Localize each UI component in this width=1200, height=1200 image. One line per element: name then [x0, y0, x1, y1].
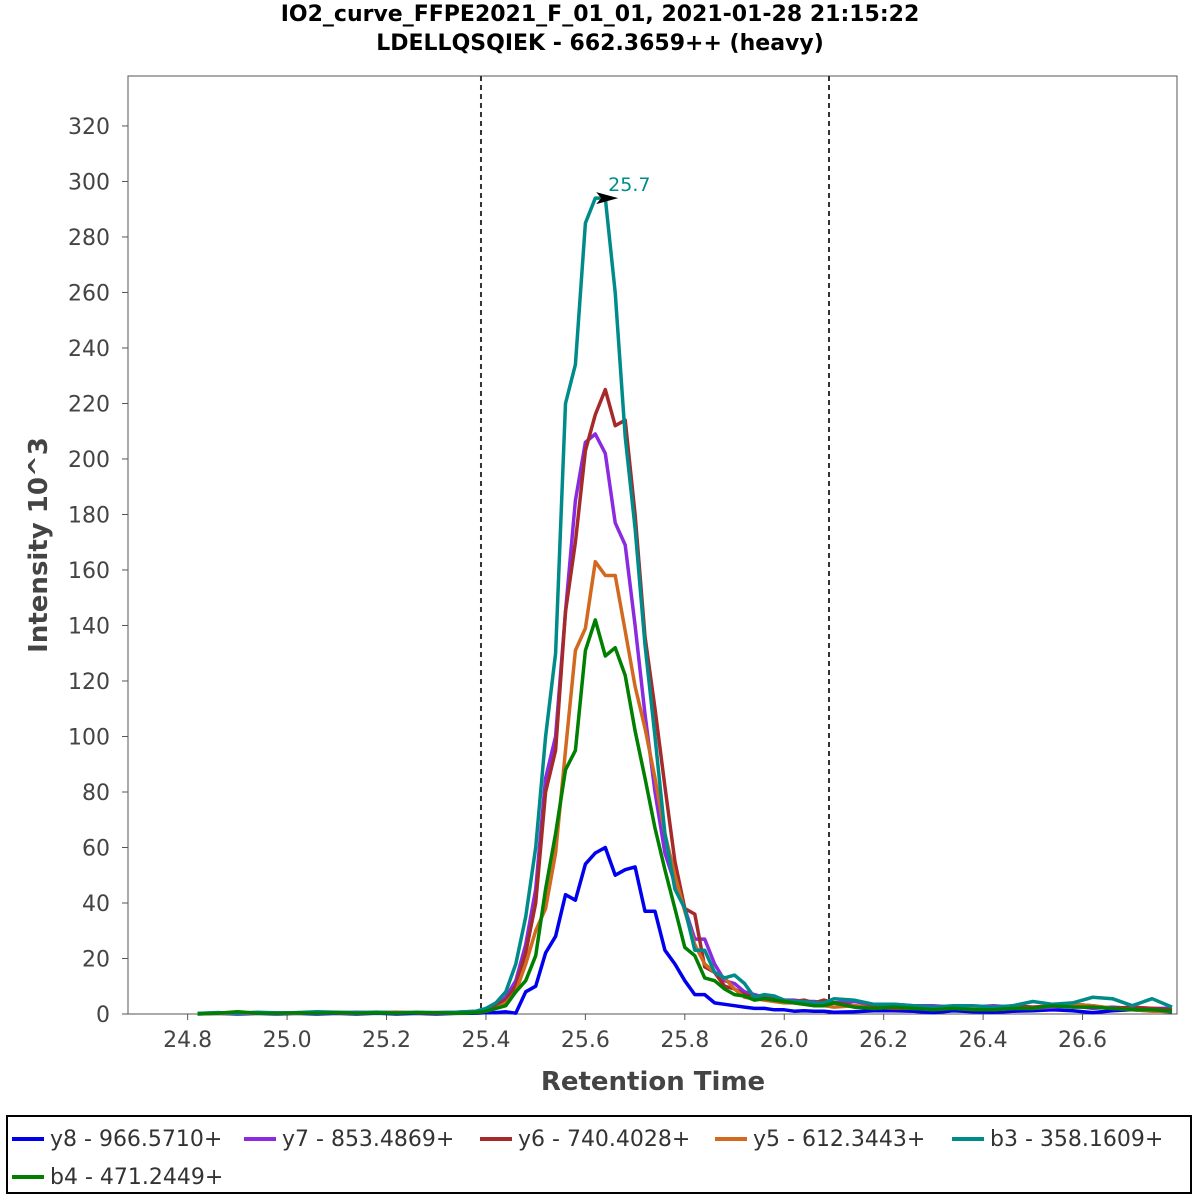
legend-swatch	[952, 1137, 984, 1141]
chart-title: IO2_curve_FFPE2021_F_01_01, 2021-01-28 2…	[280, 2, 920, 27]
x-tick-label: 25.8	[660, 1028, 709, 1053]
chromatogram-chart: 24.8 25.0 25.2 25.4 25.6 25.8 26.0 26.2 26.4 26.6…	[24, 75, 1178, 1097]
legend-item: y6 - 740.4028+	[480, 1124, 690, 1154]
y-tick-label: 40	[82, 892, 110, 917]
peak-label: 25.7	[608, 174, 650, 196]
x-tick-label: 25.2	[362, 1028, 411, 1053]
axis-ticks: 24.8 25.0 25.2 25.4 25.6 25.8 26.0 26.2 26.4 26.6…	[68, 115, 1107, 1053]
y-tick-label: 320	[68, 115, 110, 140]
legend-swatch	[12, 1137, 44, 1141]
series-lines	[197, 196, 1173, 1016]
legend-item: b3 - 358.1609+	[952, 1124, 1163, 1154]
y-tick-label: 280	[68, 226, 110, 251]
y-tick-label: 0	[96, 1003, 110, 1028]
x-tick-label: 24.8	[163, 1028, 212, 1053]
x-axis-label: Retention Time	[541, 1067, 765, 1097]
y-tick-label: 80	[82, 781, 110, 806]
y-tick-label: 180	[68, 503, 110, 528]
x-tick-label: 26.6	[1058, 1028, 1107, 1053]
legend-label: b3 - 358.1609+	[990, 1126, 1164, 1152]
x-tick-label: 26.2	[859, 1028, 908, 1053]
x-tick-label: 25.4	[461, 1028, 510, 1053]
peak-arrow-icon	[596, 192, 619, 205]
legend-item: y8 - 966.5710+	[12, 1124, 222, 1154]
y-tick-label: 120	[68, 670, 110, 695]
y-tick-label: 260	[68, 281, 110, 306]
legend-label: y6 - 740.4028+	[518, 1126, 691, 1152]
legend-swatch	[715, 1137, 747, 1141]
peak-annotation: 25.7	[596, 174, 650, 205]
y-tick-label: 60	[82, 836, 110, 861]
integration-boundaries	[479, 76, 830, 1014]
legend-swatch	[12, 1175, 44, 1179]
x-tick-label: 26.0	[760, 1028, 809, 1053]
legend-label: y7 - 853.4869+	[282, 1126, 455, 1152]
x-tick-label: 25.6	[561, 1028, 610, 1053]
legend-item: y5 - 612.3443+	[715, 1124, 925, 1154]
series-line-b4	[197, 618, 1173, 1016]
legend-item: b4 - 471.2449+	[12, 1162, 223, 1192]
y-tick-label: 160	[68, 559, 110, 584]
legend-item: y7 - 853.4869+	[244, 1124, 454, 1154]
y-tick-label: 140	[68, 614, 110, 639]
x-tick-label: 26.4	[959, 1028, 1008, 1053]
x-tick-label: 25.0	[263, 1028, 312, 1053]
chart-subtitle: LDELLQSQIEK - 662.3659++ (heavy)	[376, 31, 824, 56]
y-tick-label: 20	[82, 947, 110, 972]
legend: y8 - 966.5710+ y7 - 853.4869+ y6 - 740.402…	[6, 1115, 1192, 1194]
legend-swatch	[480, 1137, 512, 1141]
y-tick-label: 300	[68, 170, 110, 195]
y-tick-label: 240	[68, 337, 110, 362]
y-tick-label: 220	[68, 392, 110, 417]
legend-label: b4 - 471.2449+	[50, 1164, 224, 1190]
y-tick-label: 200	[68, 448, 110, 473]
legend-label: y8 - 966.5710+	[50, 1126, 223, 1152]
y-tick-label: 100	[68, 725, 110, 750]
legend-label: y5 - 612.3443+	[753, 1126, 926, 1152]
legend-swatch	[244, 1137, 276, 1141]
y-axis-label: Intensity 10^3	[24, 437, 54, 653]
plot-frame	[127, 75, 1178, 1015]
plot-area	[127, 75, 1178, 1015]
